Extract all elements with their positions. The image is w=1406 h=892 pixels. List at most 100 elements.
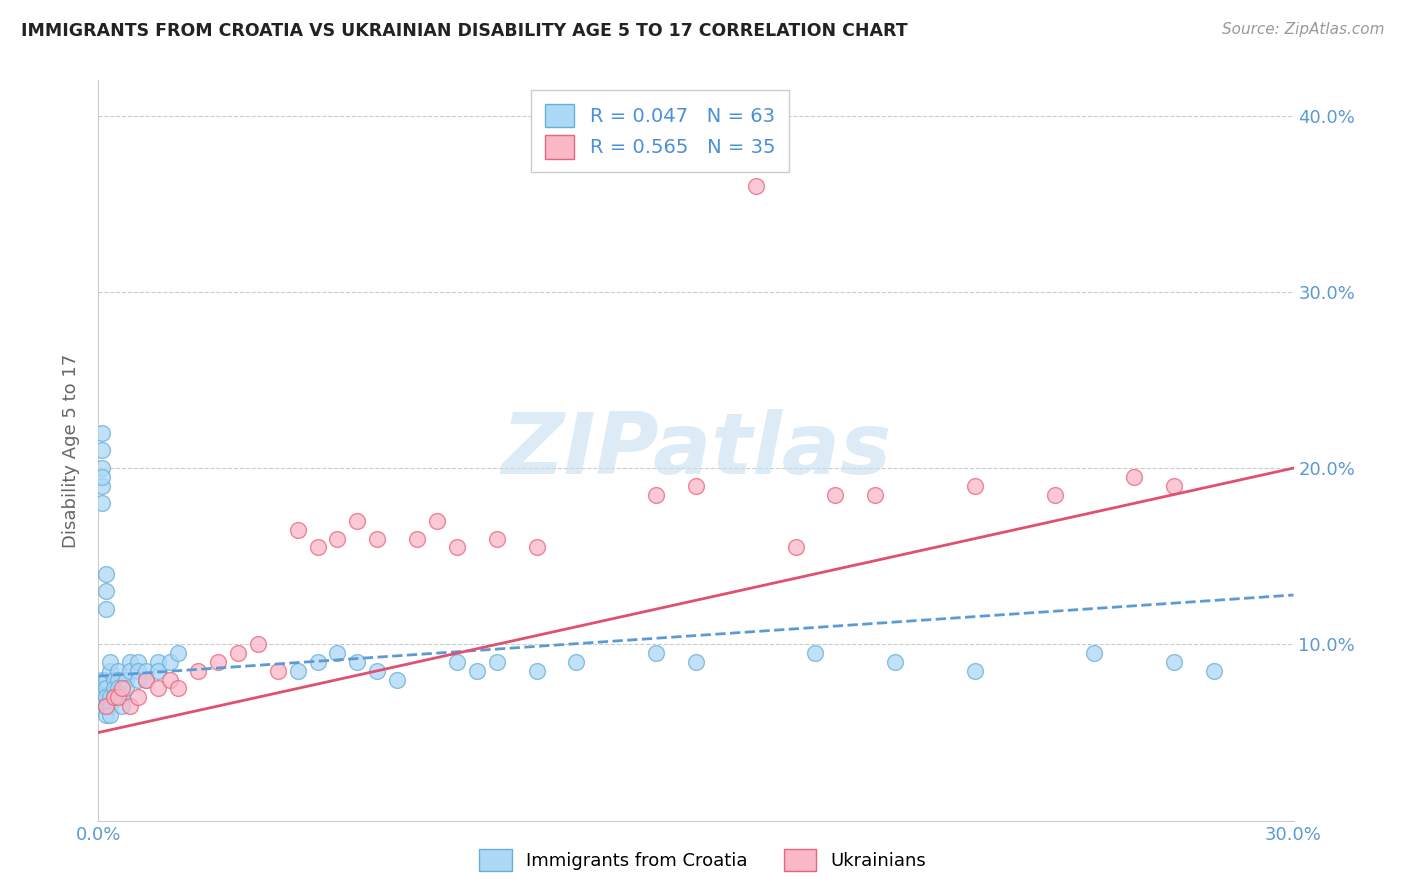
Point [1163, 655, 1185, 669]
Point [1043, 487, 1066, 501]
Point [148, 681, 170, 696]
Point [115, 681, 138, 696]
Point [159, 673, 181, 687]
Point [103, 690, 125, 705]
Point [226, 646, 249, 660]
Point [96, 707, 118, 722]
Point [406, 532, 429, 546]
Point [366, 532, 388, 546]
Point [148, 655, 170, 669]
Point [148, 664, 170, 678]
Y-axis label: Disability Age 5 to 17: Disability Age 5 to 17 [62, 353, 80, 548]
Point [96, 681, 118, 696]
Point [307, 655, 329, 669]
Point [98, 699, 122, 714]
Point [346, 655, 368, 669]
Point [963, 479, 986, 493]
Point [385, 673, 409, 687]
Point [346, 514, 368, 528]
Point [91, 443, 114, 458]
Text: IMMIGRANTS FROM CROATIA VS UKRAINIAN DISABILITY AGE 5 TO 17 CORRELATION CHART: IMMIGRANTS FROM CROATIA VS UKRAINIAN DIS… [21, 22, 908, 40]
Point [446, 541, 468, 555]
Point [91, 496, 114, 510]
Point [207, 655, 229, 669]
Point [485, 532, 508, 546]
Point [91, 681, 114, 696]
Point [91, 470, 114, 484]
Point [963, 664, 986, 678]
Point [1163, 479, 1185, 493]
Point [426, 514, 449, 528]
Point [824, 487, 846, 501]
Point [96, 699, 118, 714]
Point [103, 690, 125, 705]
Point [326, 646, 349, 660]
Point [115, 673, 138, 687]
Point [111, 699, 134, 714]
Point [267, 664, 290, 678]
Point [127, 690, 149, 705]
Point [103, 681, 125, 696]
Point [366, 664, 388, 678]
Point [326, 532, 349, 546]
Point [565, 655, 588, 669]
Point [127, 664, 149, 678]
Point [98, 707, 122, 722]
Point [1123, 470, 1146, 484]
Point [120, 664, 142, 678]
Point [98, 664, 122, 678]
Point [98, 655, 122, 669]
Point [96, 584, 118, 599]
Point [120, 699, 142, 714]
Point [111, 681, 134, 696]
Point [91, 425, 114, 440]
Point [465, 664, 488, 678]
Point [98, 690, 122, 705]
Point [135, 664, 157, 678]
Point [111, 690, 134, 705]
Point [307, 541, 329, 555]
Point [485, 655, 508, 669]
Point [187, 664, 209, 678]
Point [107, 681, 129, 696]
Point [96, 566, 118, 581]
Point [91, 699, 114, 714]
Point [287, 664, 309, 678]
Legend: Immigrants from Croatia, Ukrainians: Immigrants from Croatia, Ukrainians [472, 842, 934, 879]
Point [785, 541, 807, 555]
Legend: R = 0.047   N = 63, R = 0.565   N = 35: R = 0.047 N = 63, R = 0.565 N = 35 [531, 90, 789, 172]
Point [135, 673, 157, 687]
Point [96, 673, 118, 687]
Point [865, 487, 887, 501]
Point [685, 655, 707, 669]
Point [246, 637, 269, 651]
Point [1202, 664, 1225, 678]
Point [884, 655, 907, 669]
Point [91, 461, 114, 475]
Point [526, 664, 548, 678]
Point [685, 479, 707, 493]
Point [804, 646, 827, 660]
Point [167, 646, 190, 660]
Point [135, 673, 157, 687]
Point [91, 479, 114, 493]
Point [167, 681, 190, 696]
Point [745, 179, 768, 194]
Point [96, 690, 118, 705]
Point [287, 523, 309, 537]
Point [127, 655, 149, 669]
Text: Source: ZipAtlas.com: Source: ZipAtlas.com [1222, 22, 1385, 37]
Text: ZIPatlas: ZIPatlas [501, 409, 891, 492]
Point [159, 655, 181, 669]
Point [645, 646, 668, 660]
Point [91, 690, 114, 705]
Point [526, 541, 548, 555]
Point [96, 699, 118, 714]
Point [120, 655, 142, 669]
Point [107, 673, 129, 687]
Point [96, 602, 118, 616]
Point [91, 673, 114, 687]
Point [645, 487, 668, 501]
Point [446, 655, 468, 669]
Point [107, 664, 129, 678]
